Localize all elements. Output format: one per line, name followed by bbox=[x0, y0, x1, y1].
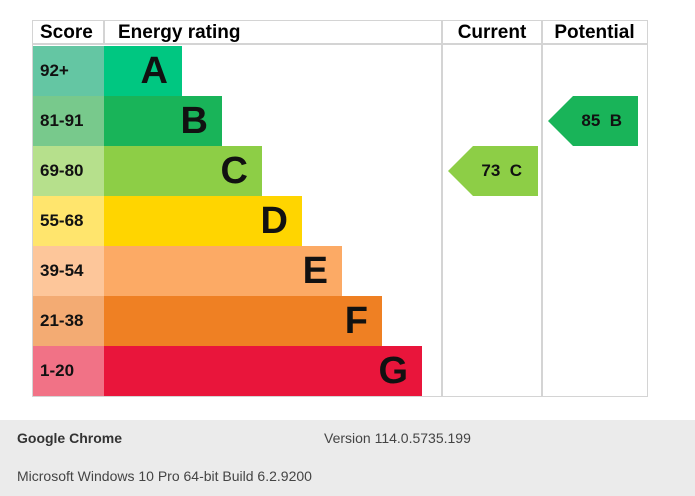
browser-info-footer: Google Chrome Version 114.0.5735.199 Mic… bbox=[0, 420, 695, 496]
band-score: 39-54 bbox=[33, 246, 104, 296]
band-bar: D bbox=[104, 196, 302, 246]
rating-band-a: 92+ A bbox=[33, 46, 441, 96]
band-letter: F bbox=[344, 300, 368, 342]
rating-band-e: 39-54 E bbox=[33, 246, 441, 296]
browser-version: Version 114.0.5735.199 bbox=[324, 430, 471, 446]
band-score: 21-38 bbox=[33, 296, 104, 346]
divider bbox=[103, 21, 105, 45]
band-bar: E bbox=[104, 246, 342, 296]
current-rating-label: 73 C bbox=[481, 161, 522, 180]
band-letter: B bbox=[180, 100, 208, 142]
band-bar: A bbox=[104, 46, 182, 96]
divider bbox=[541, 21, 543, 396]
divider bbox=[441, 21, 443, 396]
band-letter: C bbox=[220, 150, 248, 192]
browser-name: Google Chrome bbox=[17, 430, 123, 446]
band-bar: C bbox=[104, 146, 262, 196]
band-score: 69-80 bbox=[33, 146, 104, 196]
band-letter: G bbox=[378, 350, 408, 392]
os-info: Microsoft Windows 10 Pro 64-bit Build 6.… bbox=[17, 468, 312, 484]
band-score: 92+ bbox=[33, 46, 104, 96]
rating-band-b: 81-91 B bbox=[33, 96, 441, 146]
band-letter: E bbox=[302, 250, 328, 292]
band-score: 55-68 bbox=[33, 196, 104, 246]
rating-band-f: 21-38 F bbox=[33, 296, 441, 346]
rating-band-g: 1-20 G bbox=[33, 346, 441, 396]
rating-band-c: 69-80 C bbox=[33, 146, 441, 196]
header-underline bbox=[33, 21, 647, 45]
current-rating-arrow: 73 C bbox=[448, 146, 538, 196]
band-bar: B bbox=[104, 96, 222, 146]
band-score: 81-91 bbox=[33, 96, 104, 146]
band-letter: A bbox=[140, 50, 168, 92]
potential-rating-label: 85 B bbox=[581, 111, 622, 130]
epc-chart: Score Energy rating Current Potential 92… bbox=[32, 20, 648, 397]
rating-band-d: 55-68 D bbox=[33, 196, 441, 246]
band-bar: G bbox=[104, 346, 422, 396]
potential-rating-arrow: 85 B bbox=[548, 96, 638, 146]
band-bar: F bbox=[104, 296, 382, 346]
band-score: 1-20 bbox=[33, 346, 104, 396]
band-letter: D bbox=[260, 200, 288, 242]
